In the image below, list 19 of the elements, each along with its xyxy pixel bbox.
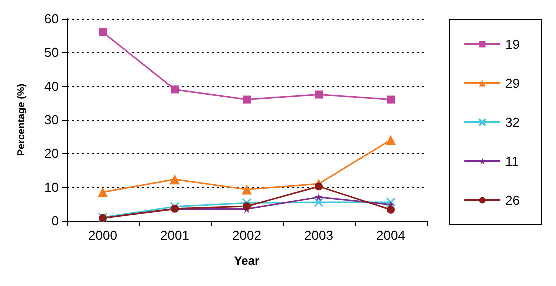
y-tick-label: 30: [44, 112, 59, 128]
y-tick-label: 60: [44, 12, 59, 26]
y-tick-label: 20: [44, 146, 59, 162]
legend-label: 29: [506, 76, 520, 91]
y-tick-label: 40: [44, 78, 59, 94]
y-axis-title: Percentage (%): [16, 84, 28, 156]
y-tick-label: 10: [44, 180, 59, 195]
legend-label: 26: [506, 193, 520, 208]
y-tick-label: 50: [44, 45, 59, 60]
x-tick-label: 2003: [304, 228, 334, 243]
legend-label: 11: [506, 154, 520, 169]
x-tick-label: 2004: [376, 228, 406, 243]
legend-label: 32: [506, 115, 520, 130]
x-axis-title: Year: [234, 254, 260, 268]
x-tick-label: 2000: [88, 228, 118, 243]
x-tick-label: 2001: [160, 228, 190, 243]
y-tick-label: 0: [52, 214, 59, 228]
legend-label: 19: [506, 37, 520, 52]
x-tick-label: 2002: [232, 228, 262, 243]
